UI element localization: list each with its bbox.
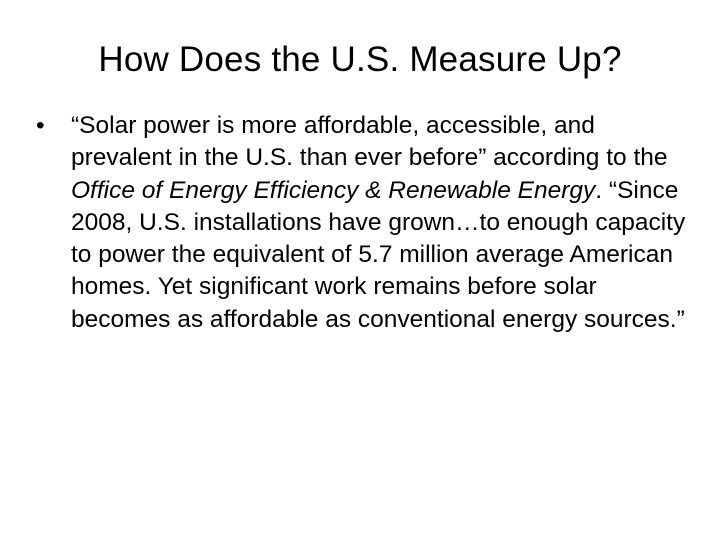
bullet-item: • “Solar power is more affordable, access…	[36, 110, 686, 336]
bullet-icon: •	[36, 112, 45, 139]
bullet-text-emphasis: Office of Energy Efficiency & Renewable …	[71, 176, 596, 204]
bullet-list: • “Solar power is more affordable, access…	[36, 110, 686, 336]
bullet-text-part2: . “Since 2008, U.S. installations have g…	[71, 176, 686, 333]
bullet-text-part1: “Solar power is more affordable, accessi…	[71, 112, 668, 172]
slide-title: How Does the U.S. Measure Up?	[98, 40, 622, 79]
